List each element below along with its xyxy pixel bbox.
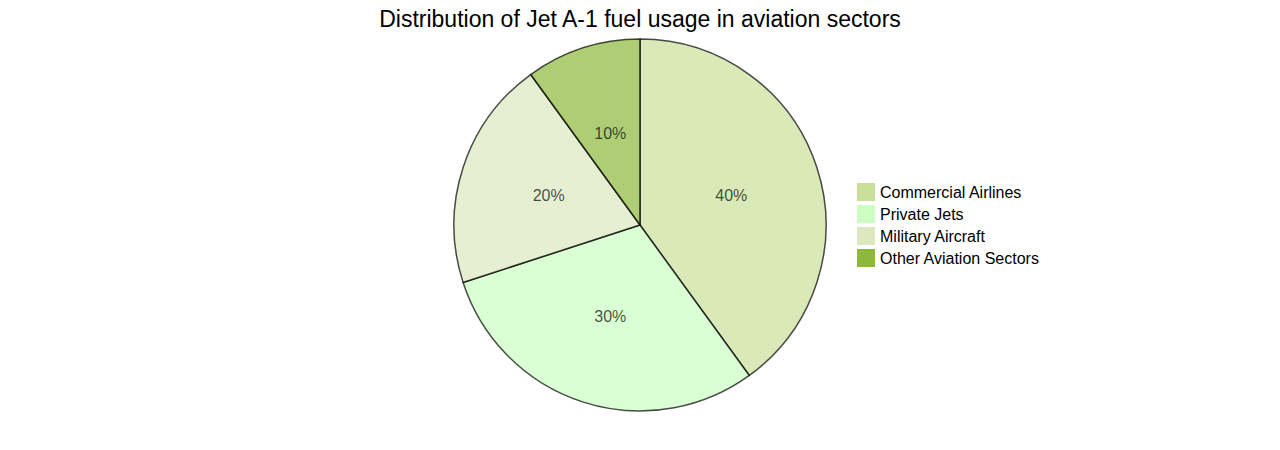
svg-text:30%: 30% bbox=[594, 308, 626, 325]
svg-text:40%: 40% bbox=[715, 187, 747, 204]
svg-text:10%: 10% bbox=[594, 125, 626, 142]
svg-text:Commercial Airlines: Commercial Airlines bbox=[880, 184, 1021, 201]
svg-text:Private Jets: Private Jets bbox=[880, 206, 964, 223]
svg-text:Military Aircraft: Military Aircraft bbox=[880, 228, 985, 245]
svg-text:Distribution of Jet A-1 fuel u: Distribution of Jet A-1 fuel usage in av… bbox=[379, 6, 901, 32]
svg-text:20%: 20% bbox=[533, 187, 565, 204]
svg-text:Other Aviation Sectors: Other Aviation Sectors bbox=[880, 250, 1039, 267]
